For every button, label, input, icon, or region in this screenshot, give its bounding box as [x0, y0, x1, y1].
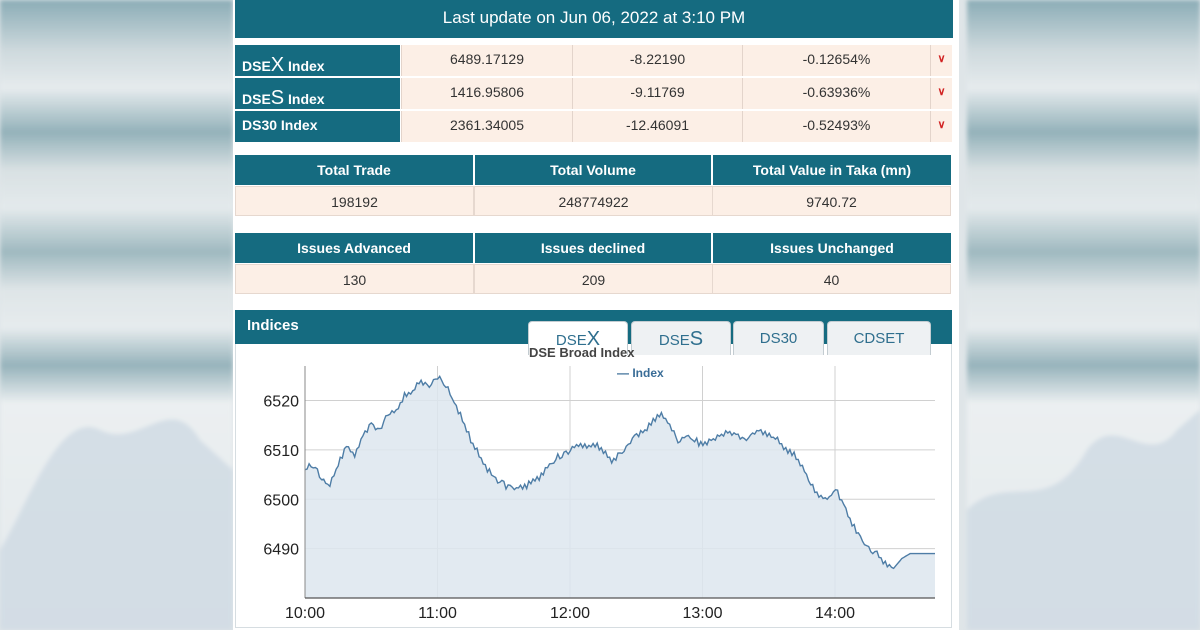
tab-label: DSE: [658, 332, 690, 349]
tab-dses[interactable]: DSES: [631, 321, 731, 355]
index-percent-change: -0.63936%: [742, 78, 930, 109]
issues-declined-value: 209: [474, 264, 713, 294]
total-trade-value: 198192: [235, 186, 474, 216]
index-value: 1416.95806: [401, 78, 572, 109]
index-name-letter: X: [270, 54, 285, 76]
index-change: -9.11769: [572, 78, 742, 109]
index-change: -8.22190: [572, 45, 742, 76]
index-row-ds30: DS30 Index 2361.34005 -12.46091 -0.52493…: [235, 111, 952, 142]
index-name-letter: S: [270, 87, 285, 109]
index-name-prefix: DSE: [242, 58, 271, 74]
index-name-prefix: DS30 Index: [242, 117, 318, 133]
index-percent-change: -0.52493%: [742, 111, 930, 142]
tab-cdset[interactable]: CDSET: [827, 321, 931, 355]
tab-label: DS30: [759, 330, 798, 347]
tab-label: DSE: [555, 332, 587, 349]
total-volume-header: Total Volume: [475, 155, 711, 185]
total-volume-value: 248774922: [474, 186, 713, 216]
tab-label: CDSET: [853, 330, 905, 347]
index-name-suffix: Index: [284, 58, 325, 74]
market-summary-panel: Last update on Jun 06, 2022 at 3:10 PM D…: [233, 0, 959, 630]
double-chevron-down-icon: ∨: [930, 78, 952, 109]
index-change: -12.46091: [572, 111, 742, 142]
issues-unchanged-header: Issues Unchanged: [713, 233, 951, 263]
index-name-prefix: DSE: [242, 91, 271, 107]
tab-label-letter: S: [689, 328, 704, 350]
last-update-banner: Last update on Jun 06, 2022 at 3:10 PM: [235, 0, 953, 38]
index-name: DSES Index: [235, 78, 400, 109]
tab-label-letter: X: [586, 328, 601, 350]
blurred-background-left: [0, 0, 233, 630]
blurred-background-right: [967, 0, 1200, 630]
index-chart-container: [235, 344, 952, 628]
index-name: DSEX Index: [235, 45, 400, 76]
double-chevron-down-icon: ∨: [930, 45, 952, 76]
tab-ds30[interactable]: DS30: [733, 321, 824, 355]
total-value-value: 9740.72: [712, 186, 951, 216]
issues-advanced-value: 130: [235, 264, 474, 294]
index-value: 2361.34005: [401, 111, 572, 142]
index-row-dsex: DSEX Index 6489.17129 -8.22190 -0.12654%…: [235, 45, 952, 76]
double-chevron-down-icon: ∨: [930, 111, 952, 142]
index-name-suffix: Index: [284, 91, 325, 107]
legend-line-icon: —: [617, 366, 629, 380]
issues-declined-header: Issues declined: [475, 233, 711, 263]
total-value-header: Total Value in Taka (mn): [713, 155, 951, 185]
index-row-dses: DSES Index 1416.95806 -9.11769 -0.63936%…: [235, 78, 952, 109]
chart-subtitle: DSE Broad Index: [529, 345, 635, 360]
issues-unchanged-value: 40: [712, 264, 951, 294]
tab-dsex[interactable]: DSEX: [528, 321, 628, 355]
legend-label: Index: [632, 366, 664, 380]
index-value: 6489.17129: [401, 45, 572, 76]
index-name: DS30 Index: [235, 111, 400, 142]
chart-legend: — Index: [617, 366, 664, 380]
total-trade-header: Total Trade: [235, 155, 473, 185]
issues-advanced-header: Issues Advanced: [235, 233, 473, 263]
index-percent-change: -0.12654%: [742, 45, 930, 76]
